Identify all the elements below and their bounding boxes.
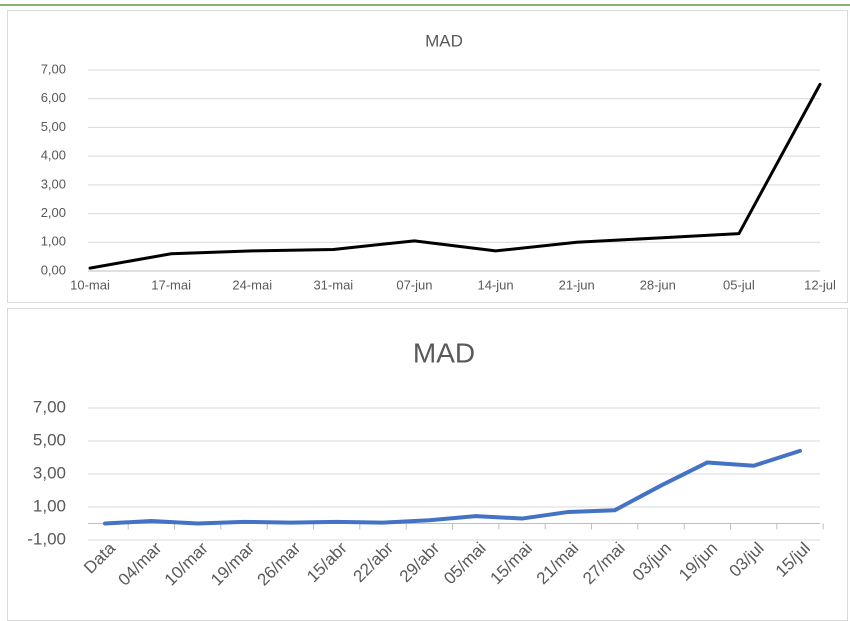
y-tick-label: 5,00 [41,119,66,134]
y-tick-label: 0,00 [41,262,66,277]
line [88,82,822,270]
x-tick-label: 12-jul [804,277,836,292]
y-tick-label: 1,00 [41,234,66,249]
y-tick-label: 7,00 [41,61,66,76]
y-tick-label: 6,00 [41,90,66,105]
x-tick-label: 10-mai [70,277,110,292]
y-tick-label: 2,00 [41,205,66,220]
y-tick-label: 3,00 [33,463,66,482]
x-tick-label: 17-mai [151,277,191,292]
x-tick-label: 07-jun [396,277,432,292]
x-tick-label: 21-jun [559,277,595,292]
x-tick-label: 05-jul [723,277,755,292]
chart-title: MAD [425,31,463,50]
y-tick-label: 4,00 [41,148,66,163]
chart-title: MAD [413,337,475,368]
line [103,448,802,526]
y-tick-label: 5,00 [33,430,66,449]
y-tick-label: 3,00 [41,176,66,191]
y-tick-label: 7,00 [33,397,66,416]
x-tick-label: 24-mai [232,277,272,292]
x-tick-label: 31-mai [313,277,353,292]
x-tick-label: 14-jun [477,277,513,292]
y-tick-label: -1,00 [27,529,66,548]
x-tick-label: 28-jun [640,277,676,292]
y-tick-label: 1,00 [33,496,66,515]
